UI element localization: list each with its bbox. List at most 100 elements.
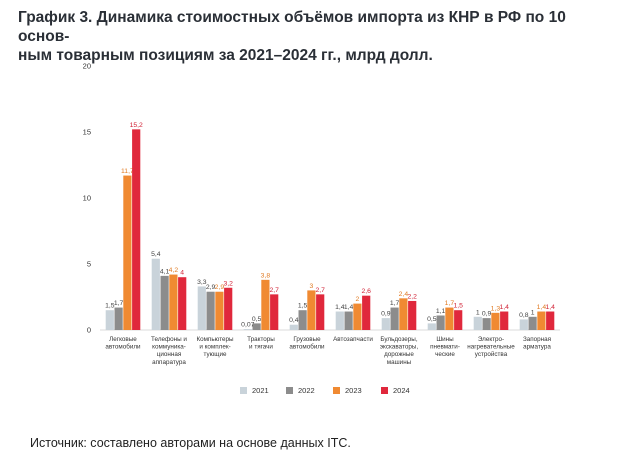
value-label-2023-7: 1,7 (445, 300, 455, 307)
chart-title-line-2: ным товарным позициям за 2021–2024 гг., … (18, 47, 433, 64)
category-label: Телефоны и (151, 336, 187, 343)
category-label: дорожные (384, 351, 414, 358)
y-tick-label: 15 (83, 128, 91, 137)
bar-2021-3 (243, 329, 252, 330)
value-label-2021-8: 1 (476, 309, 480, 316)
bar-2021-8 (473, 316, 482, 330)
bar-2022-8 (482, 318, 491, 330)
value-label-2023-5: 2 (356, 296, 360, 303)
bar-2024-7 (454, 310, 463, 330)
legend-swatch-2023 (333, 387, 340, 394)
category-label: пневмати- (430, 344, 460, 351)
bar-2023-3 (261, 279, 270, 330)
value-label-2024-1: 4 (180, 270, 184, 277)
category-label: Грузовые (293, 336, 321, 343)
bar-2022-4 (298, 310, 307, 330)
value-label-2024-2: 3,2 (223, 280, 233, 287)
category-label: и тягачи (249, 344, 273, 351)
chart-title-line-1: График 3. Динамика стоимостных объёмов и… (18, 9, 566, 45)
value-label-2022-5: 1,4 (344, 304, 354, 311)
value-label-2023-4: 3 (310, 283, 314, 290)
bar-2024-5 (362, 295, 371, 330)
bar-2021-5 (335, 311, 344, 330)
value-label-2021-4: 0,4 (289, 317, 299, 324)
legend-label-2022: 2022 (298, 386, 315, 395)
bar-2024-4 (316, 294, 325, 330)
value-label-2021-0: 1,5 (105, 303, 115, 310)
bar-2022-3 (252, 323, 261, 330)
value-label-2022-6: 1,7 (390, 300, 400, 307)
bar-2022-2 (206, 291, 215, 330)
category-label: Компьютеры (196, 336, 234, 343)
value-label-2021-3: 0,07 (241, 322, 254, 329)
bar-2023-7 (445, 307, 454, 330)
bar-2022-9 (528, 316, 537, 330)
value-label-2024-0: 15,2 (130, 122, 143, 129)
category-label: аппаратура (152, 359, 186, 366)
bar-2023-2 (215, 291, 224, 330)
bar-2021-9 (519, 319, 528, 330)
category-label: Тракторы (247, 336, 275, 343)
chart-title: График 3. Динамика стоимостных объёмов и… (18, 8, 608, 65)
category-label: ционная (157, 351, 182, 358)
value-label-2024-7: 1,5 (453, 303, 463, 310)
bar-2022-0 (114, 307, 123, 330)
value-label-2022-0: 1,7 (114, 300, 124, 307)
value-label-2022-8: 0,9 (482, 311, 492, 318)
value-label-2021-5: 1,4 (335, 304, 345, 311)
bar-2023-0 (123, 175, 132, 330)
bar-2021-2 (197, 286, 206, 330)
legend-label-2023: 2023 (345, 386, 362, 395)
bar-2022-7 (436, 315, 445, 330)
value-label-2024-8: 1,4 (499, 304, 509, 311)
value-label-2024-9: 1,4 (545, 304, 555, 311)
category-label: и комплек- (199, 344, 230, 351)
y-tick-label: 0 (87, 326, 91, 335)
value-label-2021-7: 0,5 (427, 316, 437, 323)
bar-2022-6 (390, 307, 399, 330)
bar-2022-1 (160, 275, 169, 330)
value-label-2022-2: 2,9 (206, 284, 216, 291)
value-label-2023-2: 2,9 (215, 284, 225, 291)
category-label: арматура (523, 344, 551, 351)
bar-2022-5 (344, 311, 353, 330)
category-label: Легковые (109, 336, 137, 343)
category-label: автомобили (289, 343, 325, 351)
value-label-2022-3: 0,5 (252, 316, 262, 323)
value-label-2023-9: 1,4 (537, 304, 547, 311)
y-tick-label: 20 (83, 62, 91, 71)
category-label: Шины (436, 336, 454, 343)
legend-label-2024: 2024 (393, 386, 410, 395)
value-label-2021-6: 0,9 (381, 311, 391, 318)
bar-2024-3 (270, 294, 279, 330)
value-label-2023-8: 1,3 (491, 305, 501, 312)
legend-swatch-2021 (240, 387, 247, 394)
category-label: коммуника- (152, 344, 186, 351)
category-label: устройства (475, 350, 508, 358)
source-note: Источник: составлено авторами на основе … (30, 436, 351, 450)
value-label-2022-9: 1 (531, 309, 535, 316)
bar-2021-6 (381, 318, 390, 330)
bar-2023-9 (537, 311, 546, 330)
value-label-2023-1: 4,2 (169, 267, 179, 274)
value-label-2024-6: 2,2 (407, 293, 417, 300)
value-label-2022-4: 1,5 (298, 303, 308, 310)
category-label: экскаваторы, (380, 344, 419, 351)
value-label-2022-1: 4,1 (160, 268, 170, 275)
bar-2024-8 (500, 311, 509, 330)
y-tick-label: 10 (83, 194, 91, 203)
bar-2023-8 (491, 312, 500, 330)
value-label-2021-9: 0,8 (519, 312, 529, 319)
legend-label-2021: 2021 (252, 386, 269, 395)
category-label: нагревательные (467, 344, 515, 351)
legend-swatch-2022 (286, 387, 293, 394)
bar-2021-7 (427, 323, 436, 330)
bar-2023-5 (353, 303, 362, 330)
bar-2021-4 (289, 324, 298, 330)
category-label: автомобили (105, 343, 141, 351)
y-tick-label: 5 (87, 260, 91, 269)
bar-2023-1 (169, 274, 178, 330)
category-label: ческие (435, 351, 455, 358)
value-label-2024-5: 2,6 (361, 288, 371, 295)
